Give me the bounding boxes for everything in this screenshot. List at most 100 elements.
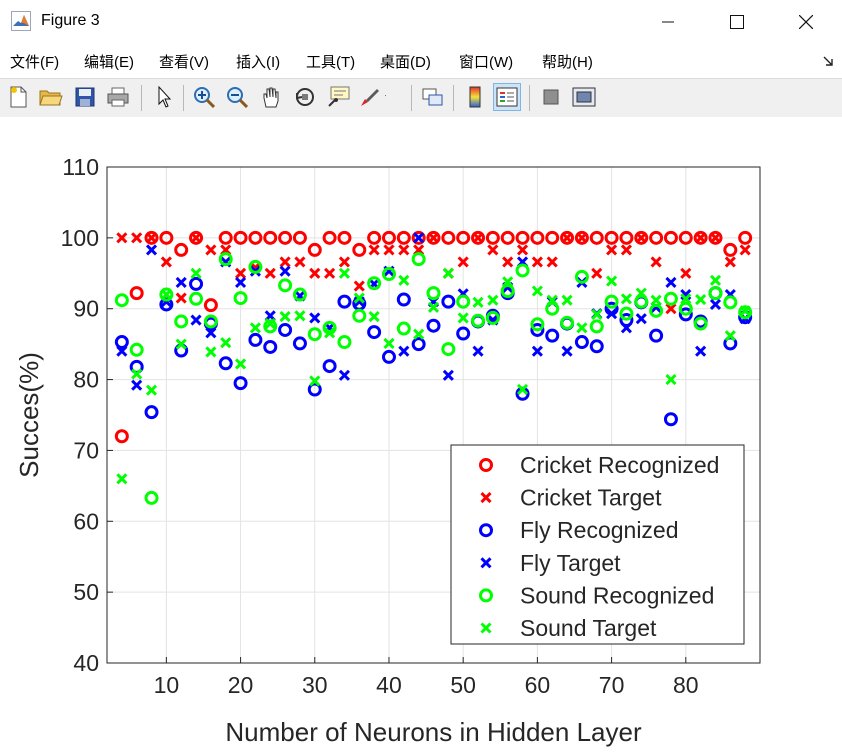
- data-point-x: [324, 327, 336, 339]
- data-point-x: [309, 312, 321, 324]
- menu-window[interactable]: 窗口(W): [459, 54, 514, 71]
- open-file-icon[interactable]: [37, 83, 65, 111]
- toolbar-separator: [411, 85, 412, 111]
- zoom-in-icon[interactable]: [190, 83, 218, 111]
- menu-insert[interactable]: 插入(I): [236, 54, 281, 71]
- data-point-circle: [574, 335, 589, 350]
- data-point-x: [502, 276, 514, 288]
- data-point-x: [442, 267, 454, 279]
- close-icon: [799, 15, 813, 29]
- data-point-circle: [426, 318, 441, 333]
- data-point-circle: [337, 230, 352, 245]
- data-point-x: [309, 375, 321, 387]
- data-point-circle: [678, 307, 693, 322]
- window-title: Figure 3: [41, 12, 100, 29]
- x-tick-label: 50: [450, 672, 476, 698]
- data-point-x: [205, 327, 217, 339]
- pan-icon[interactable]: [257, 83, 285, 111]
- data-point-circle: [159, 287, 174, 302]
- data-point-x: [709, 298, 722, 311]
- pointer-icon[interactable]: [150, 83, 178, 111]
- series-cricket-target: [116, 232, 751, 315]
- data-point-x: [606, 244, 618, 256]
- data-point-x: [442, 369, 454, 381]
- data-point-x: [279, 310, 291, 323]
- zoom-out-icon[interactable]: [223, 83, 251, 111]
- menu-view[interactable]: 查看(V): [159, 54, 209, 71]
- data-point-x: [398, 345, 410, 357]
- x-tick-label: 80: [673, 672, 699, 698]
- data-point-x: [294, 256, 306, 268]
- data-point-x: [546, 256, 558, 268]
- data-point-circle: [515, 263, 530, 278]
- new-figure-icon[interactable]: [4, 83, 32, 111]
- data-point-x: [576, 322, 588, 334]
- save-icon[interactable]: [71, 83, 99, 111]
- menu-desktop[interactable]: 桌面(D): [380, 54, 431, 71]
- data-point-circle: [203, 314, 218, 329]
- legend-x-marker: [480, 492, 492, 504]
- data-point-x: [338, 267, 351, 279]
- data-point-circle: [292, 230, 307, 245]
- brush-icon[interactable]: [358, 83, 386, 111]
- data-point-circle: [263, 319, 278, 334]
- data-point-x: [665, 374, 677, 386]
- data-point-x: [739, 305, 751, 317]
- data-cursor-icon[interactable]: [325, 83, 353, 111]
- data-point-x: [561, 345, 573, 357]
- data-point-x: [531, 285, 543, 297]
- rotate-3d-icon[interactable]: [291, 83, 319, 111]
- data-point-circle: [530, 322, 545, 337]
- menu-tools[interactable]: 工具(T): [306, 54, 356, 71]
- data-point-circle: [263, 339, 278, 354]
- data-point-circle: [307, 242, 322, 257]
- y-tick-label: 90: [73, 296, 99, 322]
- data-point-x: [457, 312, 469, 324]
- legend-item: Fly Target: [480, 550, 621, 576]
- data-point-circle: [278, 230, 293, 245]
- menu-file[interactable]: 文件(F): [10, 54, 60, 71]
- data-point-x: [665, 276, 677, 289]
- minimize-button[interactable]: [634, 0, 702, 44]
- data-point-x: [309, 267, 321, 279]
- y-tick-label: 50: [73, 579, 99, 605]
- data-point-x: [739, 244, 751, 256]
- print-icon[interactable]: [104, 83, 132, 111]
- data-point-x: [190, 314, 202, 326]
- data-point-circle: [248, 230, 263, 245]
- maximize-icon: [730, 15, 744, 29]
- colorbar-icon[interactable]: [461, 83, 489, 111]
- data-point-circle: [411, 337, 426, 352]
- data-point-circle: [738, 305, 753, 320]
- show-plot-tools-icon[interactable]: [570, 83, 598, 111]
- y-tick-label: 70: [73, 437, 99, 463]
- hide-plot-tools-icon[interactable]: [537, 83, 565, 111]
- series-cricket-recognized: [114, 230, 753, 444]
- menu-help[interactable]: 帮助(H): [542, 54, 593, 71]
- data-point-x: [116, 345, 128, 357]
- data-point-circle: [649, 230, 664, 245]
- data-point-x: [724, 330, 736, 342]
- menu-edit[interactable]: 编辑(E): [84, 54, 134, 71]
- data-point-x: [264, 267, 276, 279]
- legend-label: Fly Recognized: [520, 517, 679, 543]
- legend-icon[interactable]: [493, 83, 521, 111]
- data-point-circle: [174, 242, 189, 257]
- data-point-x: [680, 293, 692, 305]
- data-point-circle: [649, 328, 664, 343]
- data-point-circle: [723, 295, 738, 310]
- link-plot-icon[interactable]: [419, 83, 447, 111]
- data-point-circle: [693, 316, 708, 331]
- maximize-button[interactable]: [703, 0, 771, 44]
- data-point-x: [680, 267, 692, 279]
- data-point-circle: [456, 230, 471, 245]
- data-point-circle: [248, 332, 263, 347]
- data-point-circle: [500, 284, 515, 298]
- data-point-x: [620, 322, 632, 334]
- dock-arrow-icon[interactable]: [822, 54, 834, 72]
- data-point-circle: [381, 230, 396, 245]
- data-point-circle: [426, 286, 441, 301]
- data-point-circle: [708, 286, 723, 301]
- data-point-circle: [634, 294, 649, 309]
- close-button[interactable]: [772, 0, 840, 44]
